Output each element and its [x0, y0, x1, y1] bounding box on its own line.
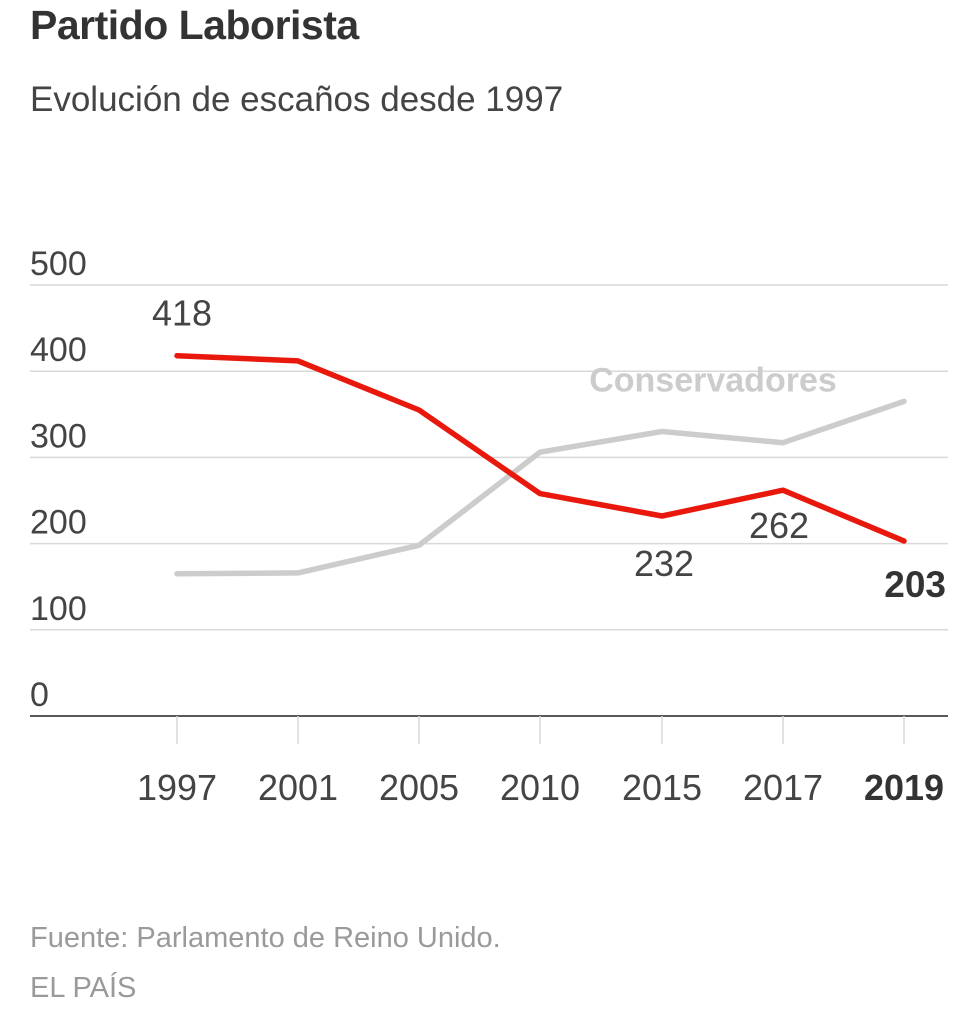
source-note: Fuente: Parlamento de Reino Unido. [30, 922, 501, 954]
publisher-brand: EL PAÍS [30, 972, 137, 1004]
y-tick-label: 0 [30, 676, 49, 714]
data-label: 418 [152, 293, 212, 334]
y-tick-label: 400 [30, 331, 87, 369]
y-tick-label: 200 [30, 504, 87, 542]
data-label: 232 [634, 543, 694, 584]
chart-title: Partido Laborista [30, 2, 359, 48]
chart-subtitle: Evolución de escaños desde 1997 [30, 80, 564, 119]
x-tick-label: 2015 [622, 767, 702, 808]
x-tick-label: 2019 [864, 767, 944, 808]
series-line-labour [174, 352, 907, 544]
y-tick-label: 500 [30, 245, 87, 283]
series-label-conservadores: Conservadores [589, 362, 837, 400]
x-tick-label: 2005 [379, 767, 459, 808]
data-label: 203 [884, 564, 946, 605]
y-tick-label: 300 [30, 417, 87, 455]
data-label: 262 [749, 505, 809, 546]
series-line-conservative [174, 398, 907, 577]
y-tick-label: 100 [30, 590, 87, 628]
x-tick-label: 1997 [137, 767, 217, 808]
x-tick-label: 2010 [500, 767, 580, 808]
x-tick-label: 2001 [258, 767, 338, 808]
x-tick-label: 2017 [743, 767, 823, 808]
